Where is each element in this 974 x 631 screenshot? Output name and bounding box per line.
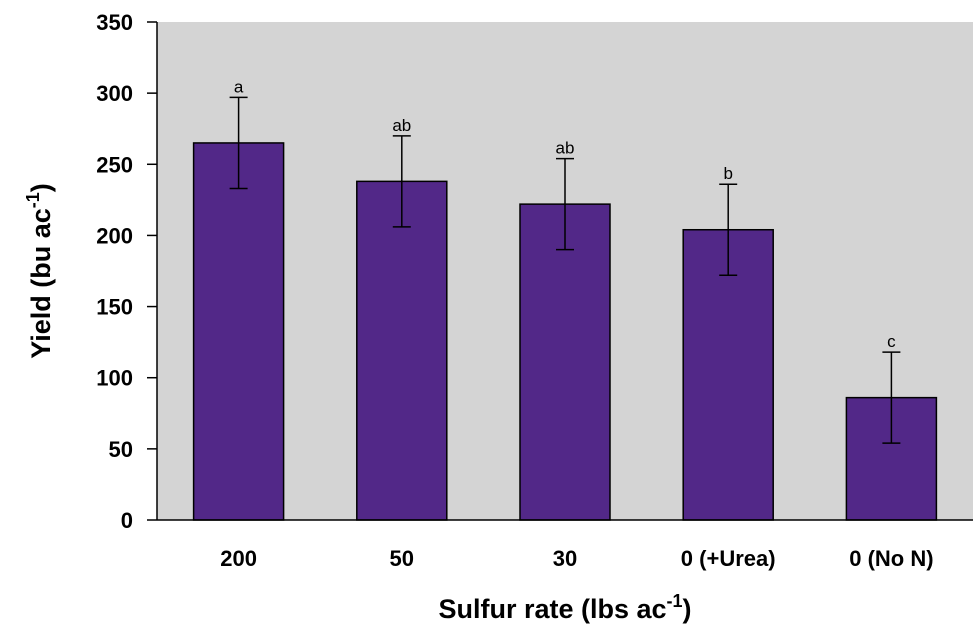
bars [192,142,938,521]
y-tick-label: 100 [96,366,133,391]
y-axis-title: Yield (bu ac-1) [23,183,56,359]
x-tick-label: 50 [390,546,414,571]
significance-letter: ab [392,116,411,135]
x-tick-label: 0 (No N) [849,546,933,571]
x-tick-label: 0 (+Urea) [681,546,776,571]
significance-labels: a ab ab b c [234,77,896,351]
y-tick-label: 0 [121,508,133,533]
y-axis-ticks: 0 50 100 150 200 250 300 350 [96,10,157,533]
error-bars [229,96,901,444]
y-tick-label: 200 [96,223,133,248]
bar [356,180,448,521]
x-tick-label: 30 [553,546,577,571]
y-tick-label: 300 [96,81,133,106]
x-axis-title: Sulfur rate (lbs ac-1) [438,591,691,624]
x-tick-label: 200 [220,546,257,571]
bar [192,142,285,521]
axes [156,22,973,521]
significance-letter: ab [556,139,575,158]
y-tick-label: 350 [96,10,133,35]
significance-letter: b [723,164,732,183]
bar [519,203,611,521]
y-tick-label: 150 [96,295,133,320]
significance-letter: c [887,332,896,351]
x-axis-ticks: 200 50 30 0 (+Urea) 0 (No N) [220,546,933,571]
y-tick-label: 250 [96,152,133,177]
y-tick-label: 50 [109,437,133,462]
significance-letter: a [234,77,244,96]
bar [682,228,774,521]
